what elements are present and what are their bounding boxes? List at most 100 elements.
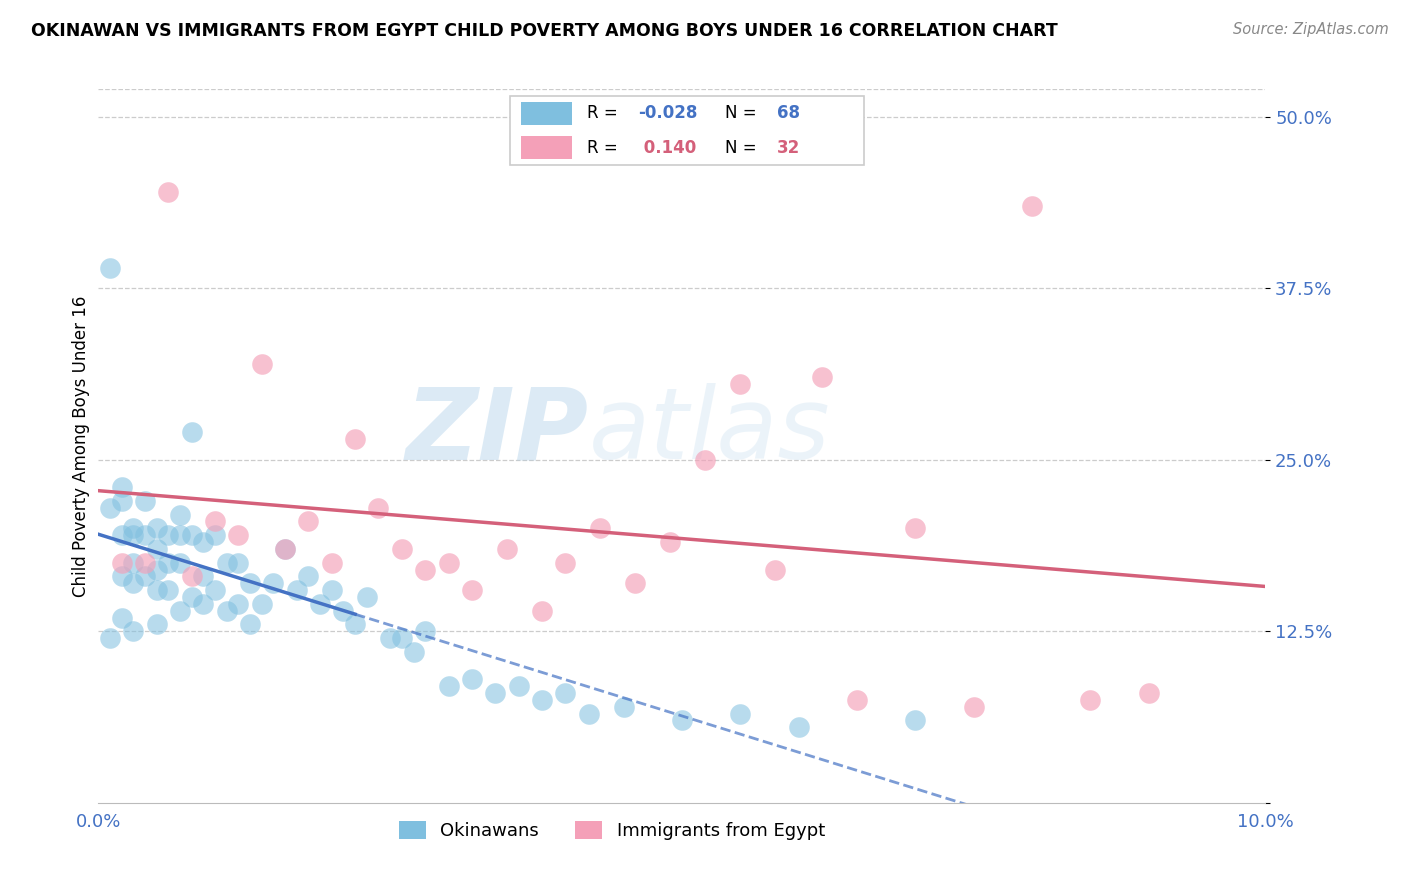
Point <box>659 535 682 549</box>
Point <box>1137 686 1160 700</box>
Text: R =: R = <box>586 104 617 122</box>
Point <box>193 597 215 611</box>
Point <box>285 583 308 598</box>
Point <box>1080 693 1102 707</box>
Point <box>122 528 145 542</box>
Point <box>146 617 169 632</box>
Point <box>239 617 262 632</box>
Point <box>228 528 250 542</box>
Point <box>530 693 553 707</box>
Point <box>508 679 530 693</box>
Point <box>98 500 121 515</box>
Point <box>193 535 215 549</box>
Point <box>274 541 297 556</box>
Point <box>169 528 191 542</box>
Point <box>484 686 506 700</box>
Text: Source: ZipAtlas.com: Source: ZipAtlas.com <box>1233 22 1389 37</box>
Point <box>111 610 134 624</box>
Point <box>193 569 215 583</box>
Point <box>250 597 273 611</box>
Point <box>530 604 553 618</box>
Point <box>169 508 191 522</box>
Point <box>204 528 226 542</box>
Point <box>180 425 202 440</box>
Point <box>98 631 121 645</box>
Point <box>624 576 647 591</box>
Point <box>169 556 191 570</box>
Point <box>157 556 180 570</box>
Text: OKINAWAN VS IMMIGRANTS FROM EGYPT CHILD POVERTY AMONG BOYS UNDER 16 CORRELATION : OKINAWAN VS IMMIGRANTS FROM EGYPT CHILD … <box>31 22 1057 40</box>
Point <box>763 562 786 576</box>
Point <box>157 528 180 542</box>
Point <box>146 521 169 535</box>
Text: -0.028: -0.028 <box>638 104 697 122</box>
Text: 0.140: 0.140 <box>638 139 696 157</box>
Point <box>413 562 436 576</box>
Text: N =: N = <box>725 139 756 157</box>
Point <box>180 528 202 542</box>
Text: N =: N = <box>725 104 756 122</box>
Point <box>146 541 169 556</box>
Point <box>589 521 612 535</box>
Point <box>122 556 145 570</box>
Point <box>134 494 156 508</box>
Point <box>204 583 226 598</box>
Point <box>98 260 121 275</box>
Point <box>461 583 484 598</box>
Point <box>787 720 810 734</box>
Point <box>391 541 413 556</box>
Point <box>321 583 343 598</box>
Point <box>111 528 134 542</box>
Point <box>262 576 284 591</box>
FancyBboxPatch shape <box>520 136 572 160</box>
Point <box>111 494 134 508</box>
Point <box>215 556 238 570</box>
Point <box>846 693 869 707</box>
Point <box>215 604 238 618</box>
Y-axis label: Child Poverty Among Boys Under 16: Child Poverty Among Boys Under 16 <box>72 295 90 597</box>
Point <box>146 583 169 598</box>
Point <box>122 624 145 639</box>
Text: R =: R = <box>586 139 617 157</box>
Point <box>344 432 367 446</box>
Point <box>391 631 413 645</box>
Point <box>309 597 332 611</box>
Point <box>413 624 436 639</box>
Point <box>671 714 693 728</box>
Point <box>169 604 191 618</box>
Point <box>157 185 180 199</box>
Point <box>111 556 134 570</box>
Point <box>554 556 576 570</box>
Point <box>730 706 752 721</box>
Point <box>321 556 343 570</box>
Point <box>297 515 319 529</box>
Text: 68: 68 <box>776 104 800 122</box>
Point <box>461 673 484 687</box>
Point <box>297 569 319 583</box>
Point <box>554 686 576 700</box>
Point <box>180 569 202 583</box>
Point <box>380 631 402 645</box>
Point <box>228 597 250 611</box>
Point <box>367 500 389 515</box>
Point <box>904 714 927 728</box>
Point <box>250 357 273 371</box>
Point <box>157 583 180 598</box>
Point <box>134 556 156 570</box>
Point <box>962 699 984 714</box>
Point <box>344 617 367 632</box>
Point <box>356 590 378 604</box>
FancyBboxPatch shape <box>510 95 865 165</box>
Point <box>612 699 634 714</box>
Point <box>811 370 834 384</box>
Point <box>122 576 145 591</box>
Point <box>730 377 752 392</box>
Point <box>1021 199 1043 213</box>
Point <box>695 452 717 467</box>
Point <box>332 604 354 618</box>
Point <box>402 645 425 659</box>
Point <box>274 541 297 556</box>
Text: ZIP: ZIP <box>405 384 589 480</box>
Legend: Okinawans, Immigrants from Egypt: Okinawans, Immigrants from Egypt <box>392 814 832 847</box>
Point <box>437 679 460 693</box>
